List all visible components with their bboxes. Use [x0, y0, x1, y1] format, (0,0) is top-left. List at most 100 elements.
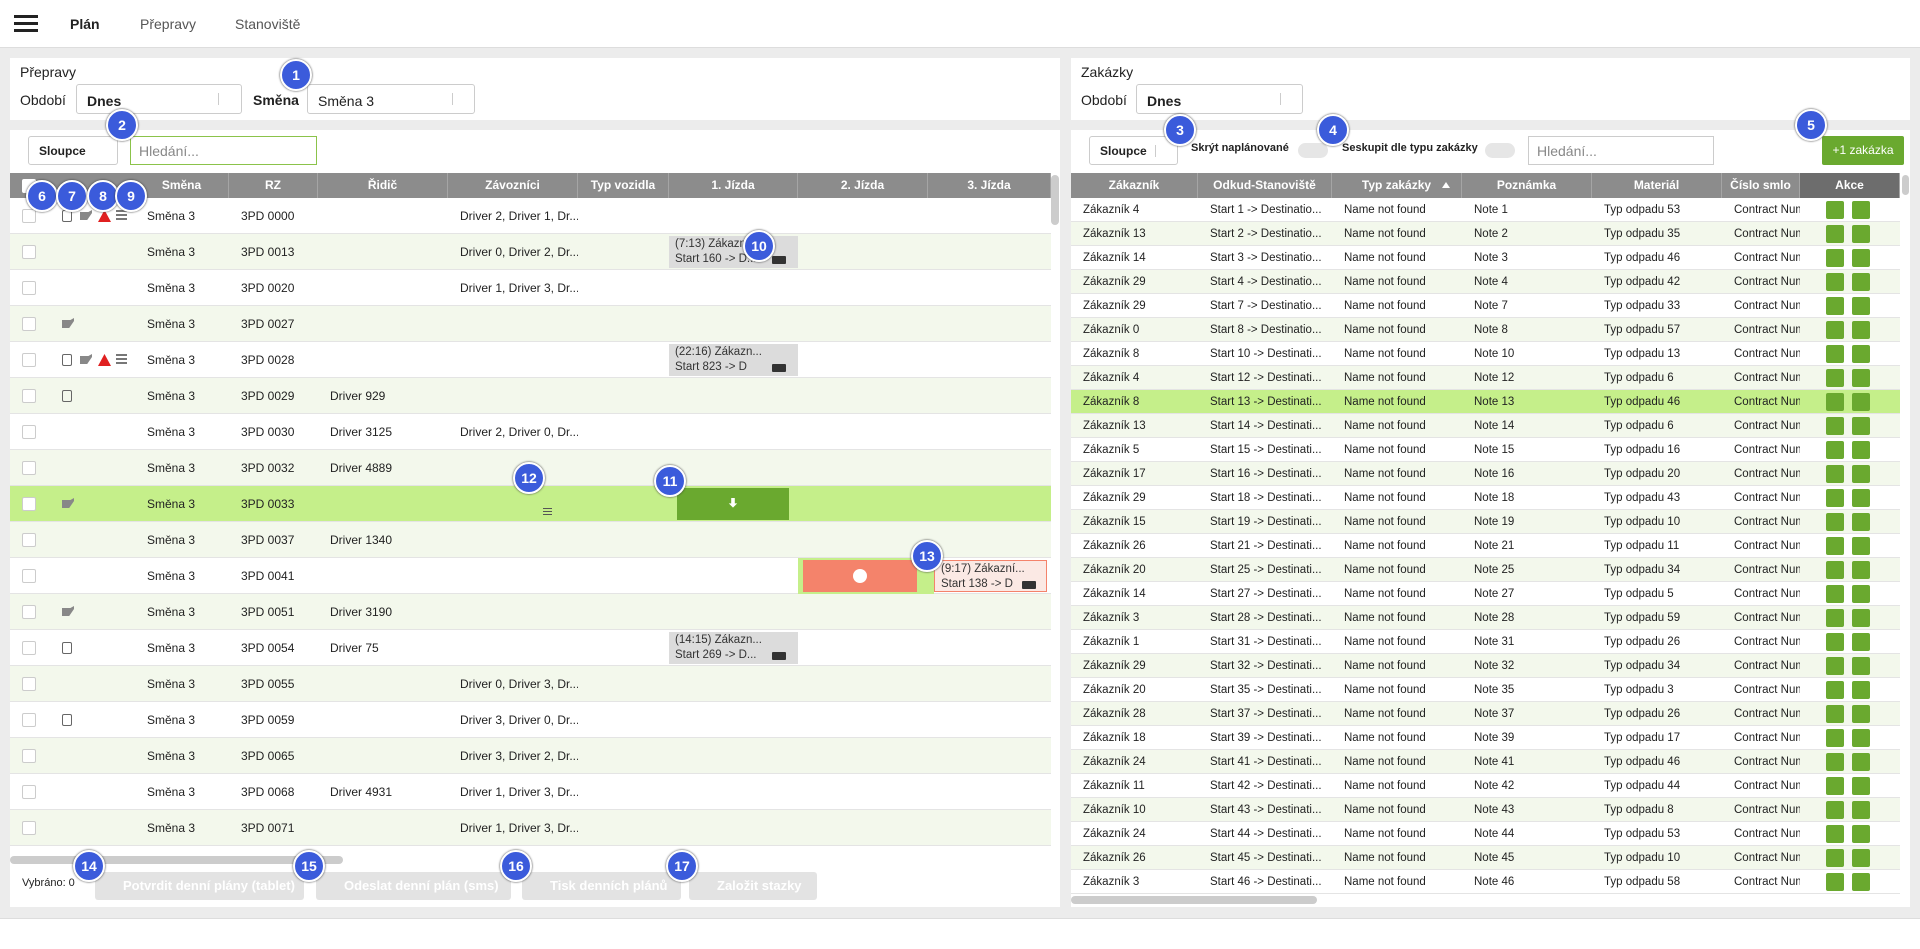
- delete-button[interactable]: [1852, 537, 1870, 555]
- edit-button[interactable]: [1826, 489, 1844, 507]
- nav-item[interactable]: Stanoviště: [235, 16, 301, 32]
- edit-button[interactable]: [1826, 201, 1844, 219]
- row-checkbox[interactable]: [22, 389, 36, 403]
- delete-button[interactable]: [1852, 465, 1870, 483]
- delete-button[interactable]: [1852, 825, 1870, 843]
- footer-button[interactable]: Potvrdit denní plány (tablet): [95, 872, 304, 900]
- columns-button[interactable]: Sloupce: [1089, 136, 1178, 165]
- delete-button[interactable]: [1852, 657, 1870, 675]
- row-checkbox[interactable]: [22, 317, 36, 331]
- delete-button[interactable]: [1852, 633, 1870, 651]
- edit-button[interactable]: [1826, 537, 1844, 555]
- edit-button[interactable]: [1826, 441, 1844, 459]
- row-checkbox[interactable]: [22, 749, 36, 763]
- delete-button[interactable]: [1852, 801, 1870, 819]
- row-checkbox[interactable]: [22, 713, 36, 727]
- delete-button[interactable]: [1852, 321, 1870, 339]
- search-input[interactable]: Hledání...: [1528, 136, 1714, 165]
- select[interactable]: Směna 3: [307, 84, 475, 114]
- menu-icon[interactable]: [14, 22, 38, 25]
- edit-button[interactable]: [1826, 273, 1844, 291]
- nav-item[interactable]: Plán: [70, 16, 100, 32]
- delete-button[interactable]: [1852, 369, 1870, 387]
- toggle[interactable]: [1485, 143, 1515, 158]
- row-checkbox[interactable]: [22, 533, 36, 547]
- header-cell[interactable]: Poznámka: [1462, 173, 1592, 198]
- edit-button[interactable]: [1826, 297, 1844, 315]
- move-button[interactable]: [803, 560, 917, 592]
- row-checkbox[interactable]: [22, 497, 36, 511]
- row-checkbox[interactable]: [22, 821, 36, 835]
- header-cell[interactable]: Typ zakázky: [1332, 173, 1462, 198]
- delete-button[interactable]: [1852, 249, 1870, 267]
- delete-button[interactable]: [1852, 681, 1870, 699]
- delete-button[interactable]: [1852, 225, 1870, 243]
- nav-item[interactable]: Přepravy: [140, 16, 197, 32]
- delete-button[interactable]: [1852, 729, 1870, 747]
- delete-button[interactable]: [1852, 417, 1870, 435]
- edit-button[interactable]: [1826, 777, 1844, 795]
- row-checkbox[interactable]: [22, 281, 36, 295]
- row-checkbox[interactable]: [22, 353, 36, 367]
- edit-button[interactable]: [1826, 873, 1844, 891]
- trip-card[interactable]: (7:13) Zákazn... Start 160 -> D...: [669, 236, 798, 268]
- edit-button[interactable]: [1826, 657, 1844, 675]
- select[interactable]: Dnes: [1136, 84, 1303, 114]
- delete-button[interactable]: [1852, 705, 1870, 723]
- edit-button[interactable]: [1826, 417, 1844, 435]
- trip-card[interactable]: (14:15) Zákazn... Start 269 -> D...: [669, 632, 798, 664]
- header-cell[interactable]: Zákazník: [1071, 173, 1198, 198]
- edit-button[interactable]: [1826, 633, 1844, 651]
- edit-button[interactable]: [1826, 369, 1844, 387]
- trip-card[interactable]: (22:16) Zákazn... Start 823 -> D: [669, 344, 798, 376]
- row-checkbox[interactable]: [22, 677, 36, 691]
- footer-button[interactable]: Založit stazky: [689, 872, 817, 900]
- delete-button[interactable]: [1852, 345, 1870, 363]
- edit-button[interactable]: [1826, 801, 1844, 819]
- footer-button[interactable]: Tisk denních plánů: [522, 872, 681, 900]
- edit-button[interactable]: [1826, 249, 1844, 267]
- footer-button[interactable]: Odeslat denní plán (sms): [316, 872, 511, 900]
- edit-button[interactable]: [1826, 849, 1844, 867]
- delete-button[interactable]: [1852, 489, 1870, 507]
- edit-button[interactable]: [1826, 465, 1844, 483]
- trip-card[interactable]: (9:17) Zákazní... Start 138 -> D: [934, 560, 1047, 592]
- menu-icon[interactable]: [14, 29, 38, 32]
- edit-button[interactable]: [1826, 585, 1844, 603]
- select[interactable]: Dnes: [76, 84, 242, 114]
- row-checkbox[interactable]: [22, 209, 36, 223]
- add-button[interactable]: +1 zakázka: [1822, 136, 1904, 165]
- row-checkbox[interactable]: [22, 461, 36, 475]
- search-input[interactable]: Hledání...: [130, 136, 317, 165]
- menu-icon[interactable]: [14, 15, 38, 18]
- delete-button[interactable]: [1852, 297, 1870, 315]
- edit-button[interactable]: [1826, 753, 1844, 771]
- edit-button[interactable]: [1826, 609, 1844, 627]
- edit-button[interactable]: [1826, 705, 1844, 723]
- edit-button[interactable]: [1826, 225, 1844, 243]
- edit-button[interactable]: [1826, 681, 1844, 699]
- edit-button[interactable]: [1826, 825, 1844, 843]
- delete-button[interactable]: [1852, 561, 1870, 579]
- header-cell[interactable]: Číslo smlo: [1722, 173, 1800, 198]
- header-cell[interactable]: Odkud-Stanoviště: [1198, 173, 1332, 198]
- toggle[interactable]: [1298, 143, 1328, 158]
- delete-button[interactable]: [1852, 609, 1870, 627]
- delete-button[interactable]: [1852, 585, 1870, 603]
- edit-button[interactable]: [1826, 345, 1844, 363]
- header-cell[interactable]: Materiál: [1592, 173, 1722, 198]
- edit-button[interactable]: [1826, 561, 1844, 579]
- row-checkbox[interactable]: [22, 569, 36, 583]
- delete-button[interactable]: [1852, 777, 1870, 795]
- delete-button[interactable]: [1852, 849, 1870, 867]
- row-checkbox[interactable]: [22, 425, 36, 439]
- row-checkbox[interactable]: [22, 605, 36, 619]
- delete-button[interactable]: [1852, 873, 1870, 891]
- row-checkbox[interactable]: [22, 785, 36, 799]
- edit-button[interactable]: [1826, 513, 1844, 531]
- row-checkbox[interactable]: [22, 245, 36, 259]
- edit-button[interactable]: [1826, 393, 1844, 411]
- delete-button[interactable]: [1852, 441, 1870, 459]
- edit-button[interactable]: [1826, 321, 1844, 339]
- edit-button[interactable]: [1826, 729, 1844, 747]
